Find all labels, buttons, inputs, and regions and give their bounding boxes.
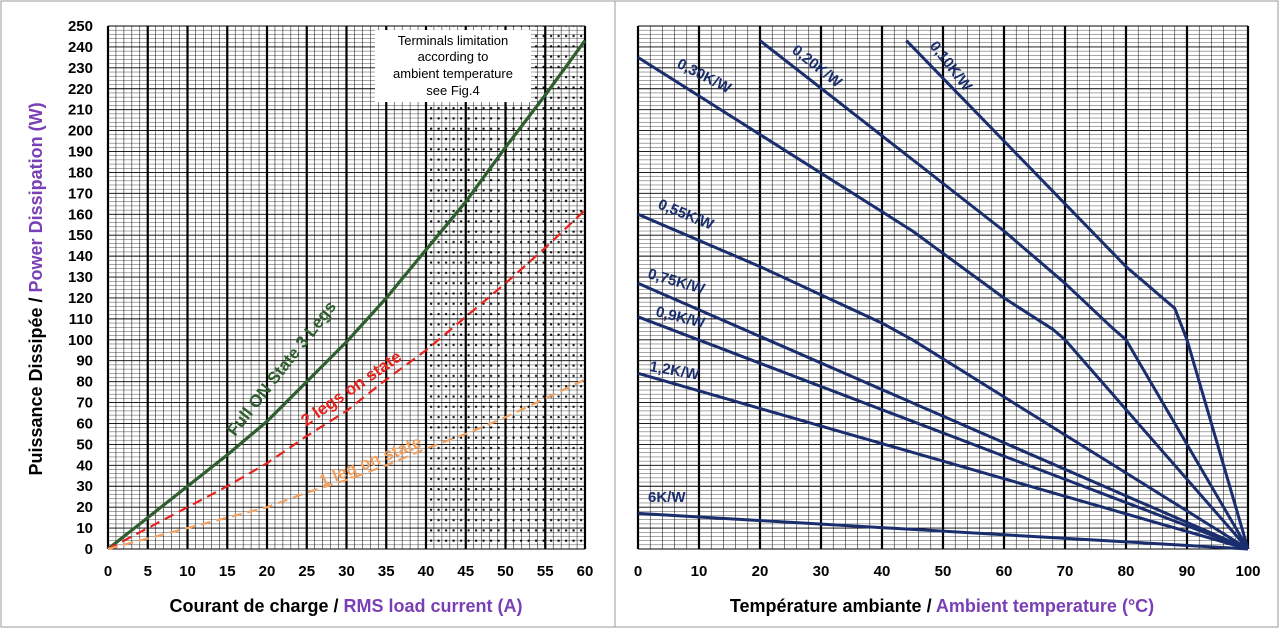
left-x-tick-label: 10 — [179, 563, 196, 580]
right-x-tick-label: 10 — [691, 563, 708, 580]
left-y-ticks: 0 10 20 30 40 50 60 70 80 90 100 110 120 130 140 150 160… — [68, 18, 93, 558]
left-y-tick-label: 80 — [76, 374, 93, 391]
left-x-tick-label: 0 — [104, 563, 112, 580]
left-y-tick-label: 40 — [76, 457, 93, 474]
right-series-line-0 — [905, 39, 1250, 550]
right-chart: 0 10 20 30 40 50 60 70 80 90 100 0,10K/W 0,20K/W 0… — [634, 25, 1261, 616]
left-x-tick-label: 35 — [378, 563, 395, 580]
left-y-tick-label: 220 — [68, 81, 93, 98]
left-y-tick-label: 130 — [68, 269, 93, 286]
right-series-line-7 — [637, 511, 1249, 551]
right-series-line-3 — [637, 212, 1249, 551]
right-x-tick-label: 80 — [1118, 563, 1135, 580]
right-series-line-5 — [637, 315, 1249, 551]
left-y-tick-label: 10 — [76, 520, 93, 537]
left-series-line-0 — [107, 39, 587, 551]
left-y-tick-label: 20 — [76, 499, 93, 516]
left-y-tick-label: 180 — [68, 164, 93, 181]
left-y-tick-label: 120 — [68, 290, 93, 307]
right-x-tick-label: 40 — [874, 563, 891, 580]
annotation-box — [375, 30, 531, 102]
left-chart: 0 5 10 15 20 25 30 35 40 45 50 55 60 0 10 20 30 40 50 60 70… — [26, 18, 593, 616]
left-x-tick-label: 50 — [497, 563, 514, 580]
left-series — [107, 39, 587, 551]
right-grid — [636, 25, 1250, 550]
right-x-tick-label: 70 — [1057, 563, 1074, 580]
right-series — [637, 39, 1250, 551]
left-y-tick-label: 210 — [68, 102, 93, 119]
left-y-tick-label: 90 — [76, 353, 93, 370]
left-y-tick-label: 100 — [68, 332, 93, 349]
left-y-axis-title: Puissance Dissipée / Power Dissipation (… — [26, 102, 46, 475]
left-y-tick-label: 240 — [68, 39, 93, 56]
right-series-line-1 — [759, 39, 1250, 550]
left-y-tick-label: 0 — [85, 541, 93, 558]
left-x-tick-label: 55 — [537, 563, 554, 580]
right-x-ticks: 0 10 20 30 40 50 60 70 80 90 100 — [634, 563, 1261, 580]
y-title-fr: Puissance Dissipée / — [26, 292, 46, 475]
left-y-tick-label: 150 — [68, 227, 93, 244]
right-series-line-4 — [637, 281, 1249, 551]
annotation-line-4: see Fig.4 — [426, 83, 479, 98]
left-x-tick-label: 60 — [577, 563, 594, 580]
rx-title-fr: Température ambiante / — [730, 596, 936, 616]
right-series-line-6 — [637, 371, 1249, 551]
left-y-tick-label: 140 — [68, 248, 93, 265]
left-x-tick-label: 25 — [298, 563, 315, 580]
right-panel-frame — [614, 0, 1279, 628]
label-0-30kw: 0,30K/W — [674, 55, 734, 97]
annotation-line-3: ambient temperature — [393, 66, 513, 81]
left-y-tick-label: 230 — [68, 60, 93, 77]
right-series-line-2 — [637, 56, 1250, 550]
left-x-tick-label: 15 — [219, 563, 236, 580]
right-x-tick-label: 90 — [1179, 563, 1196, 580]
left-series-line-2 — [107, 378, 586, 551]
y-title-en: Power Dissipation (W) — [26, 102, 46, 292]
right-x-tick-label: 60 — [996, 563, 1013, 580]
left-x-tick-label: 5 — [144, 563, 152, 580]
right-x-tick-label: 20 — [752, 563, 769, 580]
left-grid — [106, 25, 587, 550]
annotation-line-1: Terminals limitation — [398, 33, 509, 48]
right-x-tick-label: 100 — [1235, 563, 1260, 580]
right-x-tick-label: 0 — [634, 563, 642, 580]
left-y-tick-label: 200 — [68, 123, 93, 140]
left-y-tick-label: 110 — [69, 311, 93, 328]
right-x-tick-label: 50 — [935, 563, 952, 580]
left-series-line-1 — [107, 209, 586, 550]
rx-title-en: Ambient temperature (°C) — [936, 596, 1154, 616]
left-y-tick-label: 250 — [68, 18, 93, 35]
annotation-line-2: according to — [418, 49, 489, 64]
left-x-tick-label: 20 — [259, 563, 276, 580]
label-6kw: 6K/W — [648, 489, 686, 506]
left-x-tick-label: 45 — [457, 563, 474, 580]
left-x-axis-title: Courant de charge / RMS load current (A) — [169, 596, 522, 616]
label-2-legs: 2 legs on state — [297, 347, 405, 430]
left-y-tick-label: 50 — [76, 436, 93, 453]
right-x-axis-title: Température ambiante / Ambient temperatu… — [730, 596, 1154, 616]
left-y-tick-label: 170 — [68, 185, 93, 202]
left-x-tick-label: 30 — [338, 563, 355, 580]
x-title-fr: Courant de charge / — [169, 596, 343, 616]
terminals-annotation: Terminals limitation according to ambien… — [375, 30, 531, 102]
left-y-tick-label: 30 — [76, 478, 93, 495]
left-x-ticks: 0 5 10 15 20 25 30 35 40 45 50 55 60 — [104, 563, 594, 580]
right-x-tick-label: 30 — [813, 563, 830, 580]
left-y-tick-label: 70 — [76, 395, 93, 412]
left-y-tick-label: 60 — [76, 415, 93, 432]
left-y-tick-label: 160 — [68, 206, 93, 223]
left-y-tick-label: 190 — [68, 144, 93, 161]
left-x-tick-label: 40 — [418, 563, 435, 580]
x-title-en: RMS load current (A) — [344, 596, 523, 616]
